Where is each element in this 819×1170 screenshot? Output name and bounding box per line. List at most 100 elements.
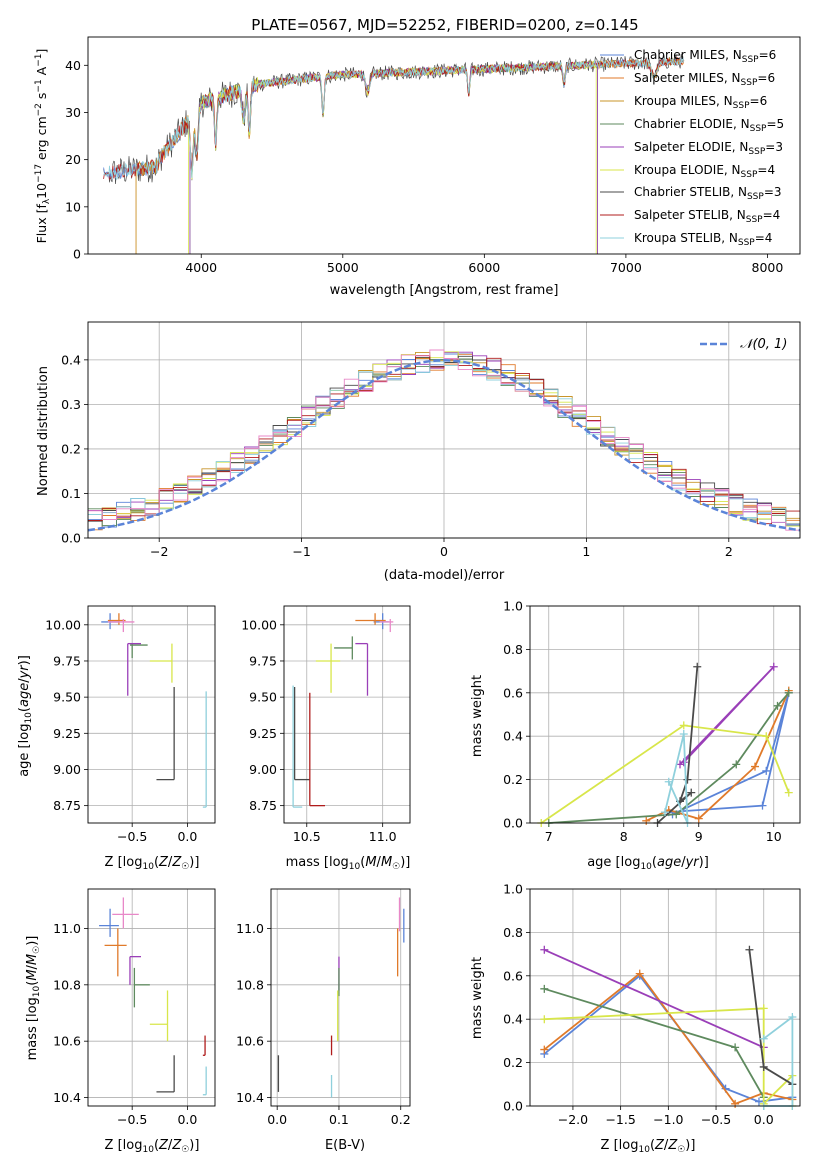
gaussian-curve bbox=[87, 359, 801, 532]
mass-vs-ebv-panel: 0.0 0.1 0.2 10.4 10.6 10.8 11.0 E(B-V) bbox=[236, 888, 411, 1153]
weight-series-3 bbox=[543, 948, 765, 1049]
svg-text:Chabrier MILES, NSSP=6: Chabrier MILES, NSSP=6 bbox=[634, 48, 776, 65]
axes-frame bbox=[87, 888, 216, 1107]
y-tick-label: 10.00 bbox=[45, 617, 81, 632]
x-tick-label: 8 bbox=[620, 829, 628, 844]
weight-series-6 bbox=[664, 733, 689, 824]
weight-marker bbox=[540, 984, 549, 993]
mass-vs-ebv-xlabel: E(B-V) bbox=[325, 1138, 365, 1153]
axes-frame bbox=[529, 888, 801, 1107]
spectrum-xlabel: wavelength [Angstrom, rest frame] bbox=[330, 283, 559, 298]
y-tick-label: 9.25 bbox=[53, 726, 81, 741]
errorbar-point-8 bbox=[292, 685, 303, 808]
y-tick-label: 9.00 bbox=[53, 762, 81, 777]
svg-text:Kroupa MILES, NSSP=6: Kroupa MILES, NSSP=6 bbox=[634, 94, 767, 111]
y-tick-label: 0.2 bbox=[503, 772, 523, 787]
legend-entry-chabrier-miles: Chabrier MILES, NSSP=6 bbox=[600, 48, 776, 65]
y-tick-label: 9.75 bbox=[249, 653, 277, 668]
x-tick-label: 9 bbox=[695, 829, 703, 844]
y-tick-label: 0 bbox=[73, 247, 81, 262]
weight-marker bbox=[762, 766, 771, 775]
y-tick-label: 1.0 bbox=[503, 599, 523, 614]
age-vs-z-plot: −0.5 0.0 8.75 9.00 9.25 9.50 9.75 10.00 bbox=[45, 605, 216, 844]
mass-vs-z-plot: −0.5 0.0 10.4 10.6 10.8 11.0 bbox=[53, 888, 216, 1127]
x-tick-label: 10.5 bbox=[293, 829, 321, 844]
mass-vs-z-panel: −0.5 0.010.410.610.811.0 Z [log10(Z/Z☉)] … bbox=[25, 888, 216, 1155]
errorbar-point-5 bbox=[315, 643, 341, 693]
x-tick-label: 11.0 bbox=[369, 829, 397, 844]
errorbar-point-5 bbox=[149, 643, 173, 683]
weight-vs-z-panel: −2.0 −1.5 −1.0 −0.5 0.0 0.0 0.2 0.4 0.6 0.8 1.0 Z … bbox=[470, 882, 801, 1155]
errorbar-point-6 bbox=[293, 687, 310, 781]
weight-vs-age-xlabel: age [log10(age/yr)] bbox=[587, 855, 709, 872]
spectrum-legend: Chabrier MILES, NSSP=6 Salpeter MILES, N… bbox=[600, 48, 784, 248]
y-tick-label: 0.4 bbox=[61, 352, 81, 367]
svg-text:Salpeter MILES, NSSP=6: Salpeter MILES, NSSP=6 bbox=[634, 71, 775, 88]
weight-marker bbox=[693, 662, 702, 671]
x-tick-label: −1 bbox=[292, 544, 310, 559]
weight-series-6 bbox=[763, 1015, 794, 1107]
legend-entry-salpeter-miles: Salpeter MILES, NSSP=6 bbox=[600, 71, 775, 88]
mass-vs-ebv-plot: 0.0 0.1 0.2 10.4 10.6 10.8 11.0 bbox=[236, 888, 411, 1127]
weight-marker bbox=[635, 969, 644, 978]
spectrum-series-8 bbox=[103, 57, 684, 181]
weight-marker bbox=[679, 758, 688, 767]
weight-marker bbox=[759, 1062, 768, 1071]
x-tick-label: 0 bbox=[440, 544, 448, 559]
axes-frame bbox=[283, 605, 411, 824]
age-vs-mass-plot: 10.5 11.0 8.75 9.00 9.25 9.50 9.75 10.00 bbox=[241, 605, 411, 844]
errorbar-point-6 bbox=[156, 1055, 175, 1093]
x-tick-label: 1 bbox=[582, 544, 590, 559]
y-tick-label: 0.3 bbox=[61, 397, 81, 412]
x-tick-label: −2 bbox=[150, 544, 168, 559]
y-tick-label: 10 bbox=[65, 199, 81, 214]
mass-vs-z-xlabel: Z [log10(Z/Z☉)] bbox=[105, 1138, 200, 1155]
x-tick-label: −0.5 bbox=[117, 1112, 147, 1127]
weight-marker bbox=[784, 688, 793, 697]
spectrum-series-1 bbox=[135, 57, 685, 254]
errorbar-point-1 bbox=[107, 613, 126, 625]
svg-text:Kroupa ELODIE, NSSP=4: Kroupa ELODIE, NSSP=4 bbox=[634, 163, 775, 180]
age-vs-mass-xlabel: mass [log10(M/M☉)] bbox=[286, 855, 411, 872]
y-tick-label: 9.00 bbox=[249, 762, 277, 777]
weight-vs-z-plot: −2.0 −1.5 −1.0 −0.5 0.0 0.0 0.2 0.4 0.6 0.8 1.0 bbox=[503, 882, 801, 1127]
svg-text:Kroupa STELIB, NSSP=4: Kroupa STELIB, NSSP=4 bbox=[634, 231, 772, 248]
errorbar-point-0 bbox=[101, 613, 119, 630]
svg-text:Salpeter ELODIE, NSSP=3: Salpeter ELODIE, NSSP=3 bbox=[634, 140, 783, 157]
y-tick-label: 0.8 bbox=[503, 925, 523, 940]
y-tick-label: 0.4 bbox=[503, 1012, 523, 1027]
weight-marker bbox=[769, 662, 778, 671]
y-tick-label: 11.0 bbox=[236, 921, 264, 936]
residuals-xlabel: (data-model)/error bbox=[384, 568, 505, 583]
y-tick-label: 1.0 bbox=[503, 882, 523, 897]
residuals-plot: −2 −1 0 1 2 0.0 0.1 0.2 0.3 0.4 bbox=[61, 321, 801, 559]
spectrum-series-5 bbox=[188, 60, 597, 254]
weight-vs-age-ylabel: mass weight bbox=[470, 675, 485, 757]
age-vs-z-panel: −0.5 0.0 8.75 9.00 9.25 9.50 9.75 10.00 Z [log1… bbox=[17, 605, 216, 872]
weight-marker bbox=[540, 1015, 549, 1024]
errorbar-point-1 bbox=[355, 613, 386, 625]
y-tick-label: 9.75 bbox=[53, 653, 81, 668]
legend-entry-salpeter-elodie: Salpeter ELODIE, NSSP=3 bbox=[600, 140, 783, 157]
y-tick-label: 8.75 bbox=[249, 798, 277, 813]
svg-text:Chabrier ELODIE, NSSP=5: Chabrier ELODIE, NSSP=5 bbox=[634, 117, 784, 134]
y-tick-label: 10.6 bbox=[53, 1034, 81, 1049]
y-tick-label: 20 bbox=[65, 152, 81, 167]
weight-marker bbox=[679, 721, 688, 730]
axes-frame bbox=[87, 605, 216, 824]
errorbar-point-5 bbox=[149, 990, 169, 1042]
y-tick-label: 0.6 bbox=[503, 968, 523, 983]
y-tick-label: 40 bbox=[65, 58, 81, 73]
x-tick-label: −1.0 bbox=[653, 1112, 683, 1127]
weight-marker bbox=[679, 730, 688, 739]
weight-marker bbox=[664, 777, 673, 786]
x-tick-label: 0.0 bbox=[177, 1112, 197, 1127]
weight-marker bbox=[694, 814, 703, 823]
weight-vs-z-ylabel: mass weight bbox=[470, 957, 485, 1039]
y-tick-label: 0.6 bbox=[503, 685, 523, 700]
weight-marker bbox=[751, 762, 759, 771]
x-tick-label: 0.0 bbox=[177, 829, 197, 844]
weight-marker bbox=[788, 1013, 797, 1022]
weight-marker bbox=[745, 945, 754, 954]
